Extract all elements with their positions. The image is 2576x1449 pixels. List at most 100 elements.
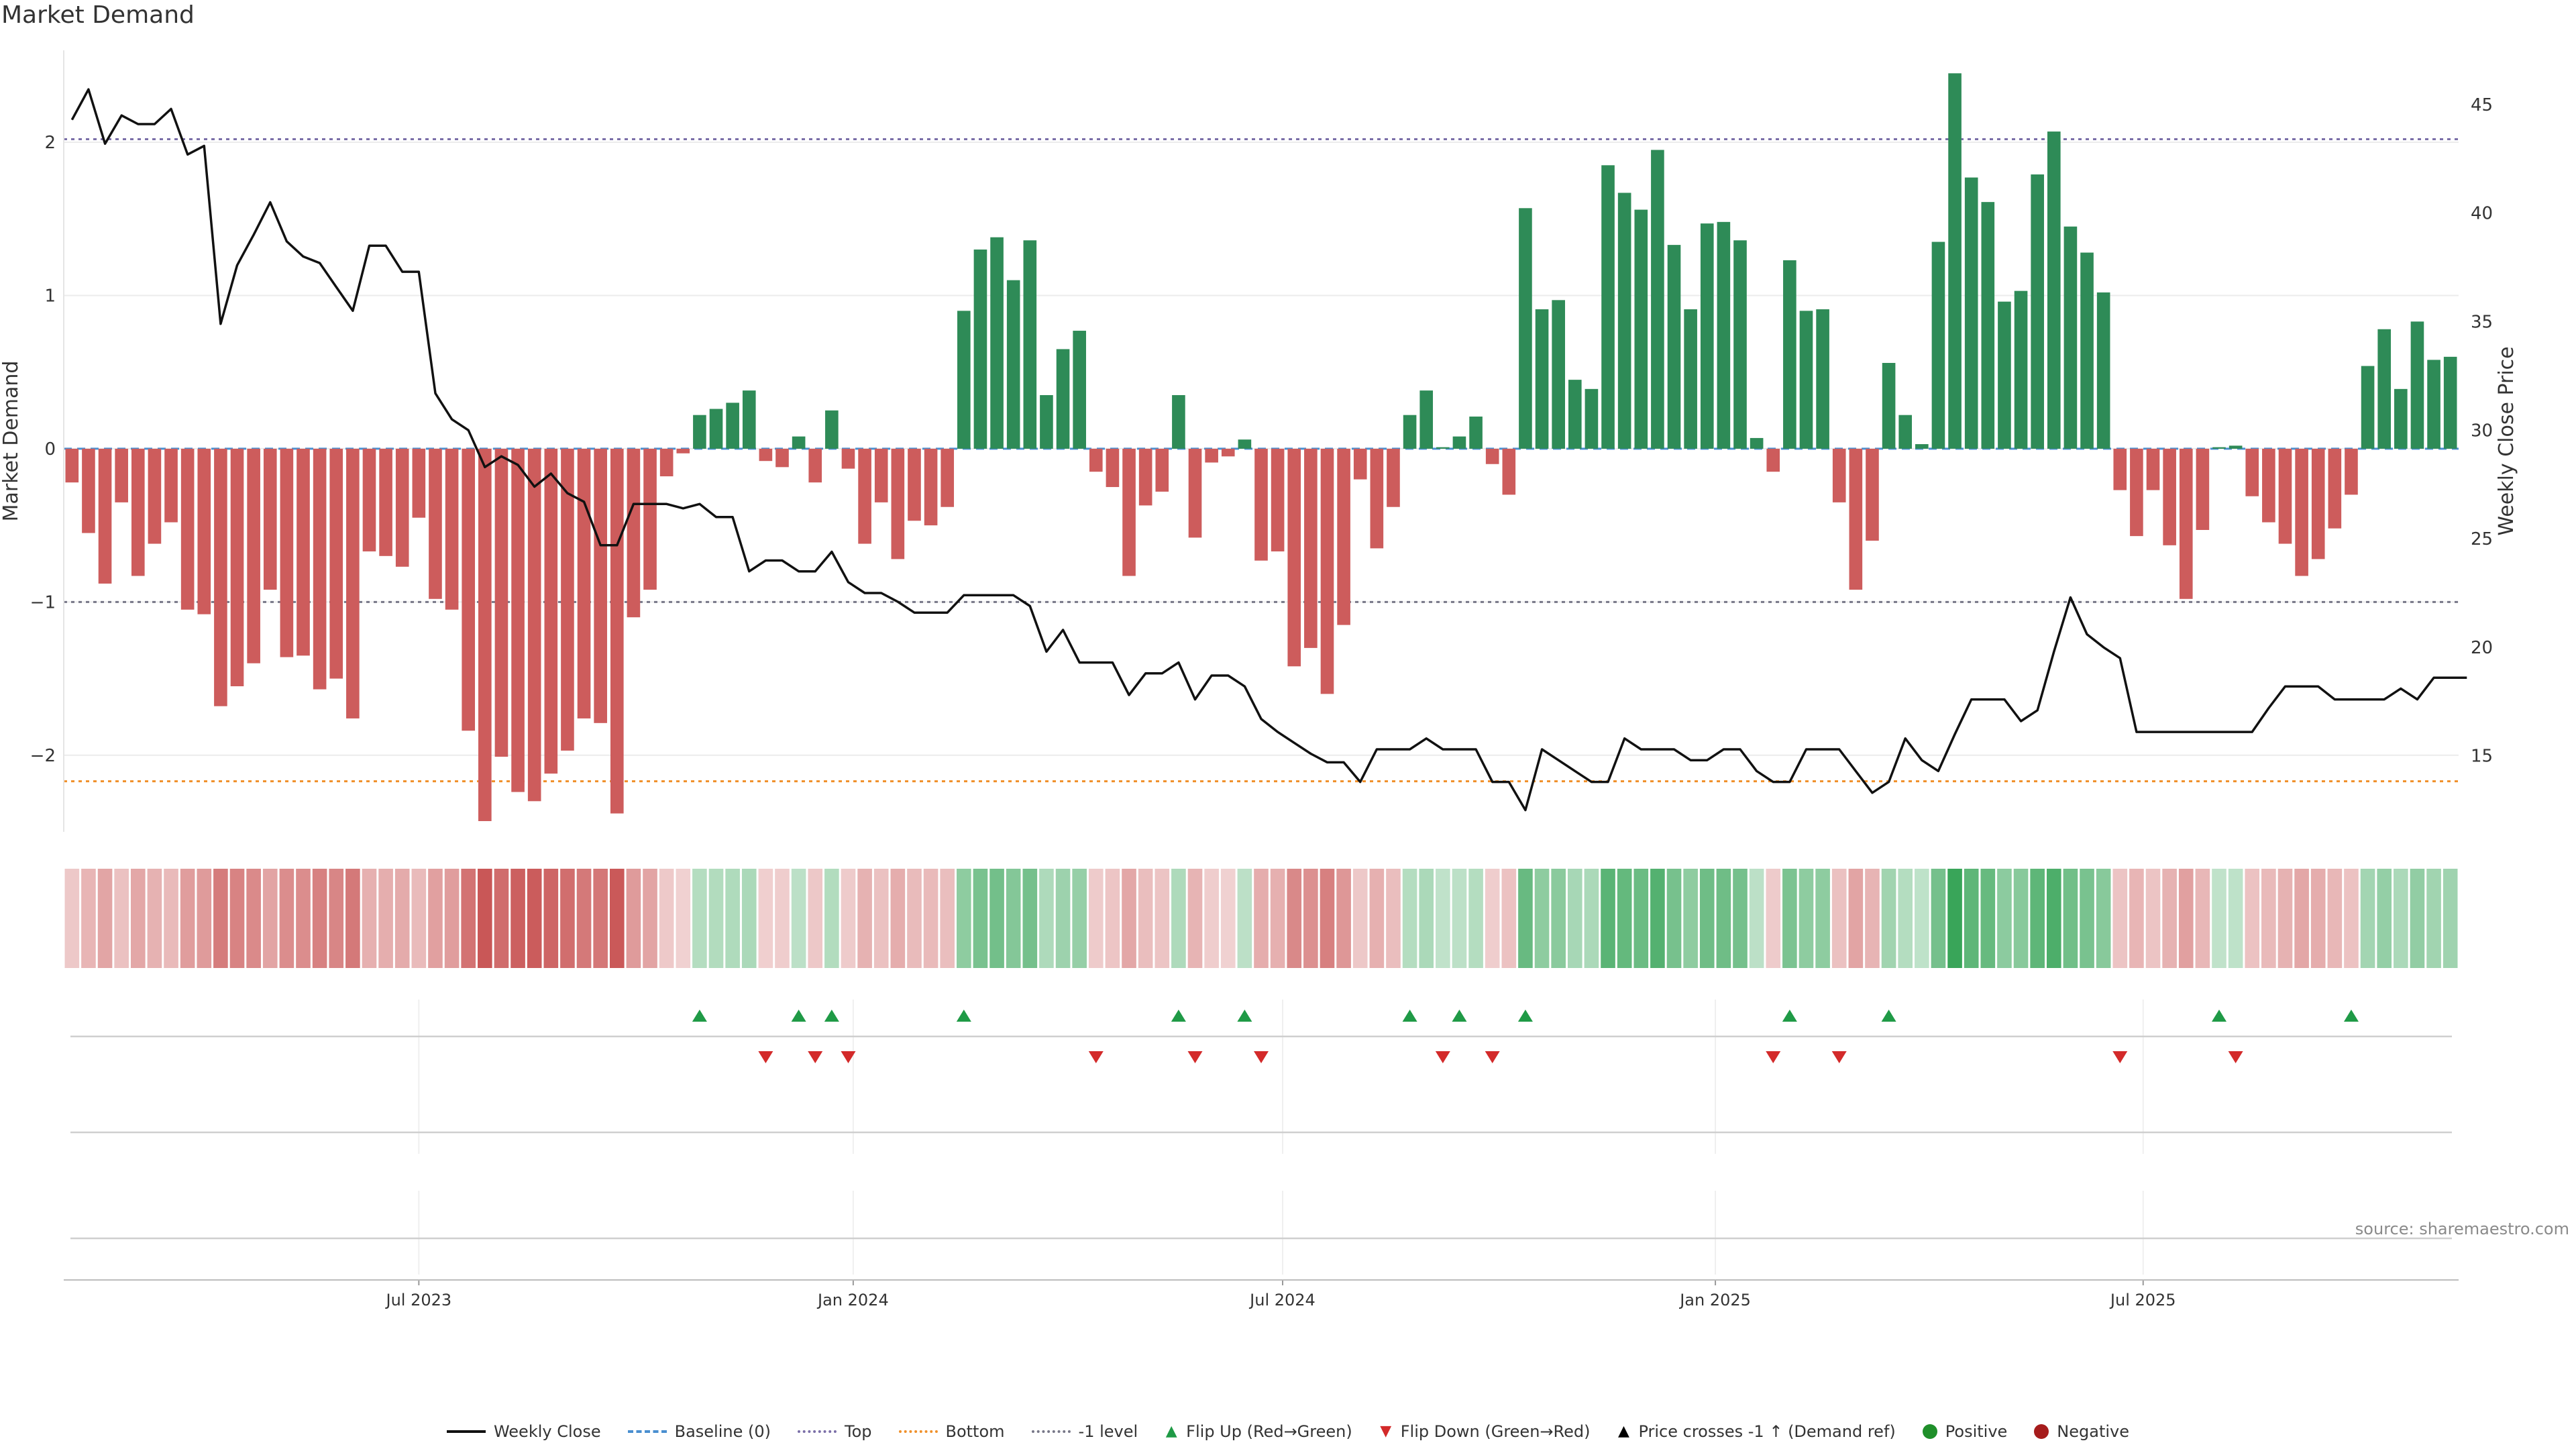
heat-cell [1733,869,1748,968]
demand-bar [395,448,409,567]
demand-bar [494,448,508,757]
demand-bar [329,448,343,679]
legend-item: ▼ Flip Down (Green→Red) [1379,1422,1590,1441]
demand-bar [627,448,641,618]
demand-bars [65,73,2457,822]
heat-cell [246,869,261,968]
x-tick-label: Jan 2024 [816,1291,889,1309]
demand-bar [2014,290,2028,449]
legend-dot-icon [1922,1424,1937,1439]
y-right-tick-label: 40 [2471,204,2493,224]
heat-cell [1419,869,1434,968]
heat-cell [1518,869,1533,968]
flip-down-marker [1485,1051,1500,1063]
heat-cell [64,869,80,968]
demand-bar [1106,448,1120,488]
flip-down-marker [1187,1051,1203,1063]
legend-label: Baseline (0) [674,1422,771,1441]
heat-cell [1485,869,1500,968]
flip-up-marker [956,1010,971,1022]
demand-bar [1320,448,1334,694]
heat-cell [147,869,162,968]
heat-cell [1122,869,1136,968]
flip-up-marker [1881,1010,1896,1022]
heat-cell [527,869,542,968]
flip-down-marker [841,1051,856,1063]
demand-bar [1221,448,1235,457]
heat-cell [2063,869,2078,968]
heat-cell [1072,869,1087,968]
heat-cell [791,869,806,968]
flip-up-marker [1517,1010,1533,1022]
heat-cell [659,869,674,968]
demand-bar [1832,448,1846,502]
y-right-tick-label: 45 [2471,95,2493,115]
heat-cell [873,869,889,968]
legend-label: -1 level [1078,1422,1138,1441]
legend-line-swatch [898,1430,938,1433]
demand-bar [1089,448,1103,472]
heat-cell [97,869,113,968]
demand-bar [1006,280,1020,449]
demand-bar [1634,209,1648,449]
demand-bar [148,448,162,544]
flip-up-marker [2212,1010,2226,1022]
heat-cell [907,869,922,968]
heat-cell [197,869,212,968]
heat-cell [1683,869,1698,968]
heat-cell [1865,869,1880,968]
weekly-close-series [70,88,2467,812]
flip-down-marker [2228,1051,2243,1063]
heat-cell [1633,869,1649,968]
y-left-tick-label: −2 [30,746,56,766]
heat-cell [708,869,724,968]
demand-bar [2345,448,2358,495]
heat-cell [1204,869,1219,968]
heat-cell [1534,869,1550,968]
heat-cell [2394,869,2408,968]
demand-bar [1849,448,1863,590]
heat-cell [2261,869,2276,968]
heat-cell [229,869,245,968]
heat-cell [2112,869,2128,968]
heat-cell [957,869,971,968]
demand-bar [2113,448,2127,490]
demand-bar [1304,448,1318,648]
heat-cell [2377,869,2392,968]
demand-bar [1188,448,1202,538]
demand-bar [1452,436,1466,449]
heat-cell [2245,869,2260,968]
demand-bar [957,311,971,449]
demand-bar [1766,448,1780,472]
demand-bar [1155,448,1169,492]
legend-item: Top [798,1422,872,1441]
heat-cell [1501,869,1517,968]
demand-bar [379,448,392,556]
demand-bar [990,237,1004,449]
heat-cell [1171,869,1186,968]
x-tick-label: Jul 2025 [2109,1291,2176,1309]
demand-bar [1337,448,1350,625]
heat-cell [2277,869,2293,968]
y-left-axis-label: Market Demand [0,361,23,522]
heat-cell [1320,869,1335,968]
heat-cell [1402,869,1417,968]
demand-heat-strip [64,869,2458,968]
demand-bar [1998,301,2011,449]
demand-bar [742,390,756,449]
flip-up-marker [1402,1010,1417,1022]
heat-cell [923,869,938,968]
heat-cell [1881,869,1896,968]
heat-cell [494,869,509,968]
heat-cell [824,869,839,968]
weekly-close-line [70,88,2467,812]
heat-cell [2030,869,2045,968]
heat-cell [394,869,410,968]
heat-cell [1105,869,1120,968]
heat-cell [1237,869,1252,968]
heat-cell [1303,869,1318,968]
heat-cell [841,869,856,968]
flip-down-marker [1831,1051,1847,1063]
demand-bar [98,448,112,584]
demand-bar [841,448,855,469]
